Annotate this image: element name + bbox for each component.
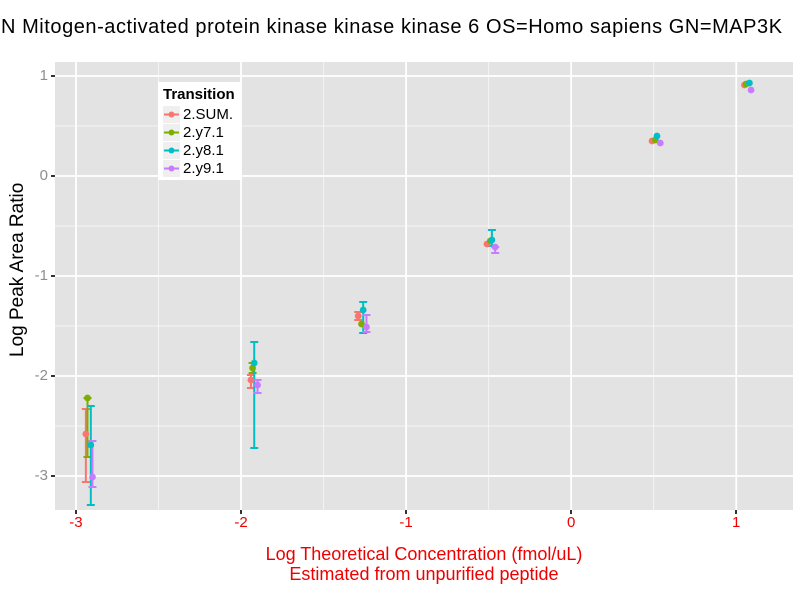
legend-item-label: 2.SUM. [183,105,234,123]
legend-key-icon [163,105,180,123]
x-tick-mark [75,510,77,514]
data-point [656,139,664,147]
data-point [358,320,365,328]
y-tick-mark [51,175,55,177]
legend-item: 2.SUM. [163,105,235,123]
data-point [488,236,496,244]
x-axis-title-block: Log Theoretical Concentration (fmol/uL) … [55,544,793,584]
x-tick-label: 0 [566,514,576,531]
legend: Transition 2.SUM. 2.y7.1 2.y8.1 2.y9.1 [158,82,241,180]
chart-canvas[interactable] [55,62,793,510]
y-tick-mark [51,275,55,277]
legend-key-icon [163,141,180,159]
data-point [89,473,96,481]
y-tick-label: 1 [39,67,48,84]
x-tick-label: -2 [234,514,248,531]
y-tick-label: -3 [34,467,48,484]
data-point [747,86,755,94]
legend-title: Transition [163,86,235,103]
y-tick-mark [51,475,55,477]
x-tick-mark [405,510,407,514]
legend-item: 2.y8.1 [163,141,235,159]
data-point [746,79,753,87]
x-tick-label: -3 [69,514,83,531]
data-point [87,441,95,449]
data-point [250,359,258,367]
data-point [84,394,91,402]
x-tick-label: 1 [732,514,741,531]
y-tick-mark [51,375,55,377]
legend-item-label: 2.y9.1 [183,159,224,177]
data-point [354,312,362,320]
y-tick-label: -1 [34,267,48,284]
legend-item-label: 2.y8.1 [183,141,224,159]
y-axis-title: Log Peak Area Ratio [7,182,28,357]
data-point [82,430,90,438]
x-tick-label: -1 [399,514,413,531]
legend-key-icon [163,159,180,177]
legend-items: 2.SUM. 2.y7.1 2.y8.1 2.y9.1 [163,105,235,177]
legend-key-icon [163,123,180,141]
x-tick-mark [570,510,572,514]
x-tick-mark [735,510,737,514]
legend-item-label: 2.y7.1 [183,123,224,141]
x-axis-title: Log Theoretical Concentration (fmol/uL) [265,544,583,564]
data-point [491,243,499,251]
legend-item: 2.y9.1 [163,159,235,177]
x-tick-mark [240,510,242,514]
data-point [359,306,367,314]
data-point [247,376,255,384]
data-point [653,132,661,140]
x-axis-subtitle: Estimated from unpurified peptide [289,564,559,584]
data-point [363,323,370,331]
y-tick-label: -2 [34,367,48,384]
legend-item: 2.y7.1 [163,123,235,141]
y-tick-label: 0 [39,167,48,184]
plot-title: N Mitogen-activated protein kinase kinas… [1,16,783,38]
y-tick-mark [51,75,55,77]
data-point [254,381,261,389]
